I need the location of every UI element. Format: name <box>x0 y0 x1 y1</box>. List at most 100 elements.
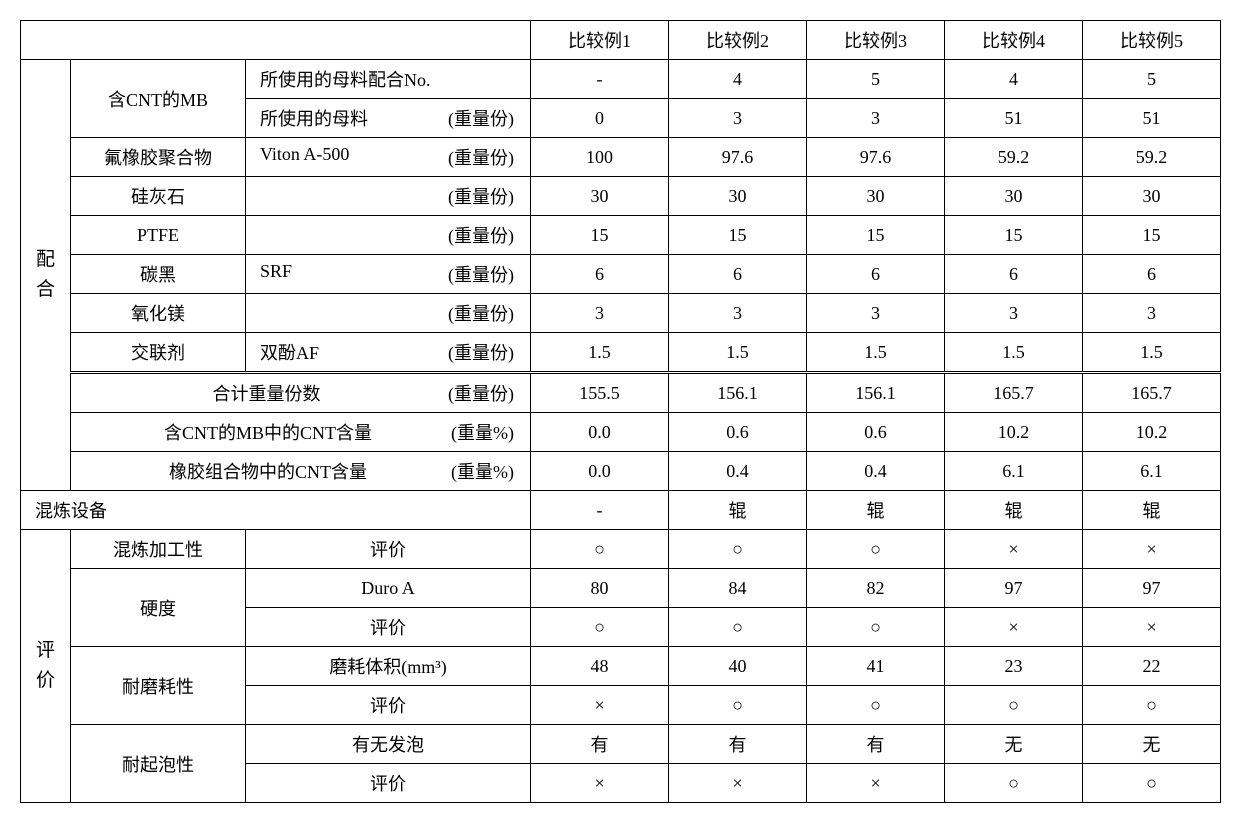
row-fluoro: 氟橡胶聚合物 <box>71 138 246 177</box>
cell: 51 <box>945 99 1083 138</box>
cell: 0 <box>531 99 669 138</box>
cell: 97 <box>1083 569 1221 608</box>
cell: 3 <box>669 99 807 138</box>
cell: 3 <box>807 294 945 333</box>
cell: 6 <box>807 255 945 294</box>
cell: 97 <box>945 569 1083 608</box>
sub-cntmb-no: 所使用的母料配合No. <box>246 60 531 99</box>
row-hardness: 硬度 <box>71 569 246 647</box>
cell: × <box>1083 530 1221 569</box>
cell: 84 <box>669 569 807 608</box>
cell: 无 <box>1083 725 1221 764</box>
cell: ○ <box>669 608 807 647</box>
table-row: 氧化镁 (重量份) 3 3 3 3 3 <box>21 294 1221 333</box>
cell: 辊 <box>945 491 1083 530</box>
cell: 辊 <box>669 491 807 530</box>
row-foam: 耐起泡性 <box>71 725 246 803</box>
cell: 1.5 <box>669 333 807 373</box>
cell: 6 <box>669 255 807 294</box>
cell: 100 <box>531 138 669 177</box>
table-header-row: 比较例1 比较例2 比较例3 比较例4 比较例5 <box>21 21 1221 60</box>
sub-carbon: SRF(重量份) <box>246 255 531 294</box>
cell: 0.6 <box>669 413 807 452</box>
sub-mgo: (重量份) <box>246 294 531 333</box>
cell: 15 <box>669 216 807 255</box>
cell: 1.5 <box>531 333 669 373</box>
sub-wollastonite: (重量份) <box>246 177 531 216</box>
cell: ○ <box>807 608 945 647</box>
col-header: 比较例2 <box>669 21 807 60</box>
row-wollastonite: 硅灰石 <box>71 177 246 216</box>
cell: 辊 <box>807 491 945 530</box>
comparison-table: 比较例1 比较例2 比较例3 比较例4 比较例5 配合 含CNT的MB 所使用的… <box>20 20 1221 803</box>
cell: 6 <box>1083 255 1221 294</box>
cell: 4 <box>945 60 1083 99</box>
cell: 59.2 <box>1083 138 1221 177</box>
row-cnt-in-comp: 橡胶组合物中的CNT含量(重量%) <box>71 452 531 491</box>
cell: 辊 <box>1083 491 1221 530</box>
cell: - <box>531 60 669 99</box>
cell: 10.2 <box>945 413 1083 452</box>
cell: 156.1 <box>669 373 807 413</box>
cell: 1.5 <box>945 333 1083 373</box>
cell: 15 <box>1083 216 1221 255</box>
cell: 6.1 <box>1083 452 1221 491</box>
row-process: 混炼加工性 <box>71 530 246 569</box>
cell: × <box>945 530 1083 569</box>
section-eval: 评价 <box>21 530 71 803</box>
table-row: 耐起泡性 有无发泡 有 有 有 无 无 <box>21 725 1221 764</box>
cell: 15 <box>807 216 945 255</box>
cell: 3 <box>1083 294 1221 333</box>
cell: 15 <box>531 216 669 255</box>
row-equip: 混炼设备 <box>21 491 531 530</box>
cell: 97.6 <box>807 138 945 177</box>
cell: 30 <box>945 177 1083 216</box>
cell: - <box>531 491 669 530</box>
table-row: PTFE (重量份) 15 15 15 15 15 <box>21 216 1221 255</box>
col-header: 比较例1 <box>531 21 669 60</box>
sub-fluoro: Viton A-500(重量份) <box>246 138 531 177</box>
row-xlink: 交联剂 <box>71 333 246 373</box>
cell: 165.7 <box>1083 373 1221 413</box>
cell: 30 <box>669 177 807 216</box>
cell: 6 <box>531 255 669 294</box>
sub-foam-yn: 有无发泡 <box>246 725 531 764</box>
table-row: 混炼设备 - 辊 辊 辊 辊 <box>21 491 1221 530</box>
sub-hard-eval: 评价 <box>246 608 531 647</box>
cell: × <box>1083 608 1221 647</box>
cell: 0.0 <box>531 452 669 491</box>
cell: 0.0 <box>531 413 669 452</box>
cell: 0.6 <box>807 413 945 452</box>
row-abrasion: 耐磨耗性 <box>71 647 246 725</box>
sub-xlink: 双酚AF(重量份) <box>246 333 531 373</box>
cell: 48 <box>531 647 669 686</box>
cell: × <box>807 764 945 803</box>
col-header: 比较例4 <box>945 21 1083 60</box>
cell: ○ <box>945 686 1083 725</box>
table-row: 碳黑 SRF(重量份) 6 6 6 6 6 <box>21 255 1221 294</box>
header-blank <box>21 21 531 60</box>
table-row: 配合 含CNT的MB 所使用的母料配合No. - 4 5 4 5 <box>21 60 1221 99</box>
cell: 无 <box>945 725 1083 764</box>
cell: ○ <box>807 686 945 725</box>
cell: × <box>945 608 1083 647</box>
cell: 1.5 <box>807 333 945 373</box>
sub-abr-eval: 评价 <box>246 686 531 725</box>
table-row: 硅灰石 (重量份) 30 30 30 30 30 <box>21 177 1221 216</box>
cell: 156.1 <box>807 373 945 413</box>
cell: × <box>531 686 669 725</box>
cell: × <box>531 764 669 803</box>
sub-ptfe: (重量份) <box>246 216 531 255</box>
cell: ○ <box>531 608 669 647</box>
cell: ○ <box>1083 686 1221 725</box>
col-header: 比较例3 <box>807 21 945 60</box>
cell: 5 <box>807 60 945 99</box>
cell: 3 <box>807 99 945 138</box>
cell: ○ <box>1083 764 1221 803</box>
table-row: 橡胶组合物中的CNT含量(重量%) 0.0 0.4 0.4 6.1 6.1 <box>21 452 1221 491</box>
table-row: 含CNT的MB中的CNT含量(重量%) 0.0 0.6 0.6 10.2 10.… <box>21 413 1221 452</box>
cell: 30 <box>1083 177 1221 216</box>
cell: 155.5 <box>531 373 669 413</box>
cell: 30 <box>807 177 945 216</box>
cell: 41 <box>807 647 945 686</box>
